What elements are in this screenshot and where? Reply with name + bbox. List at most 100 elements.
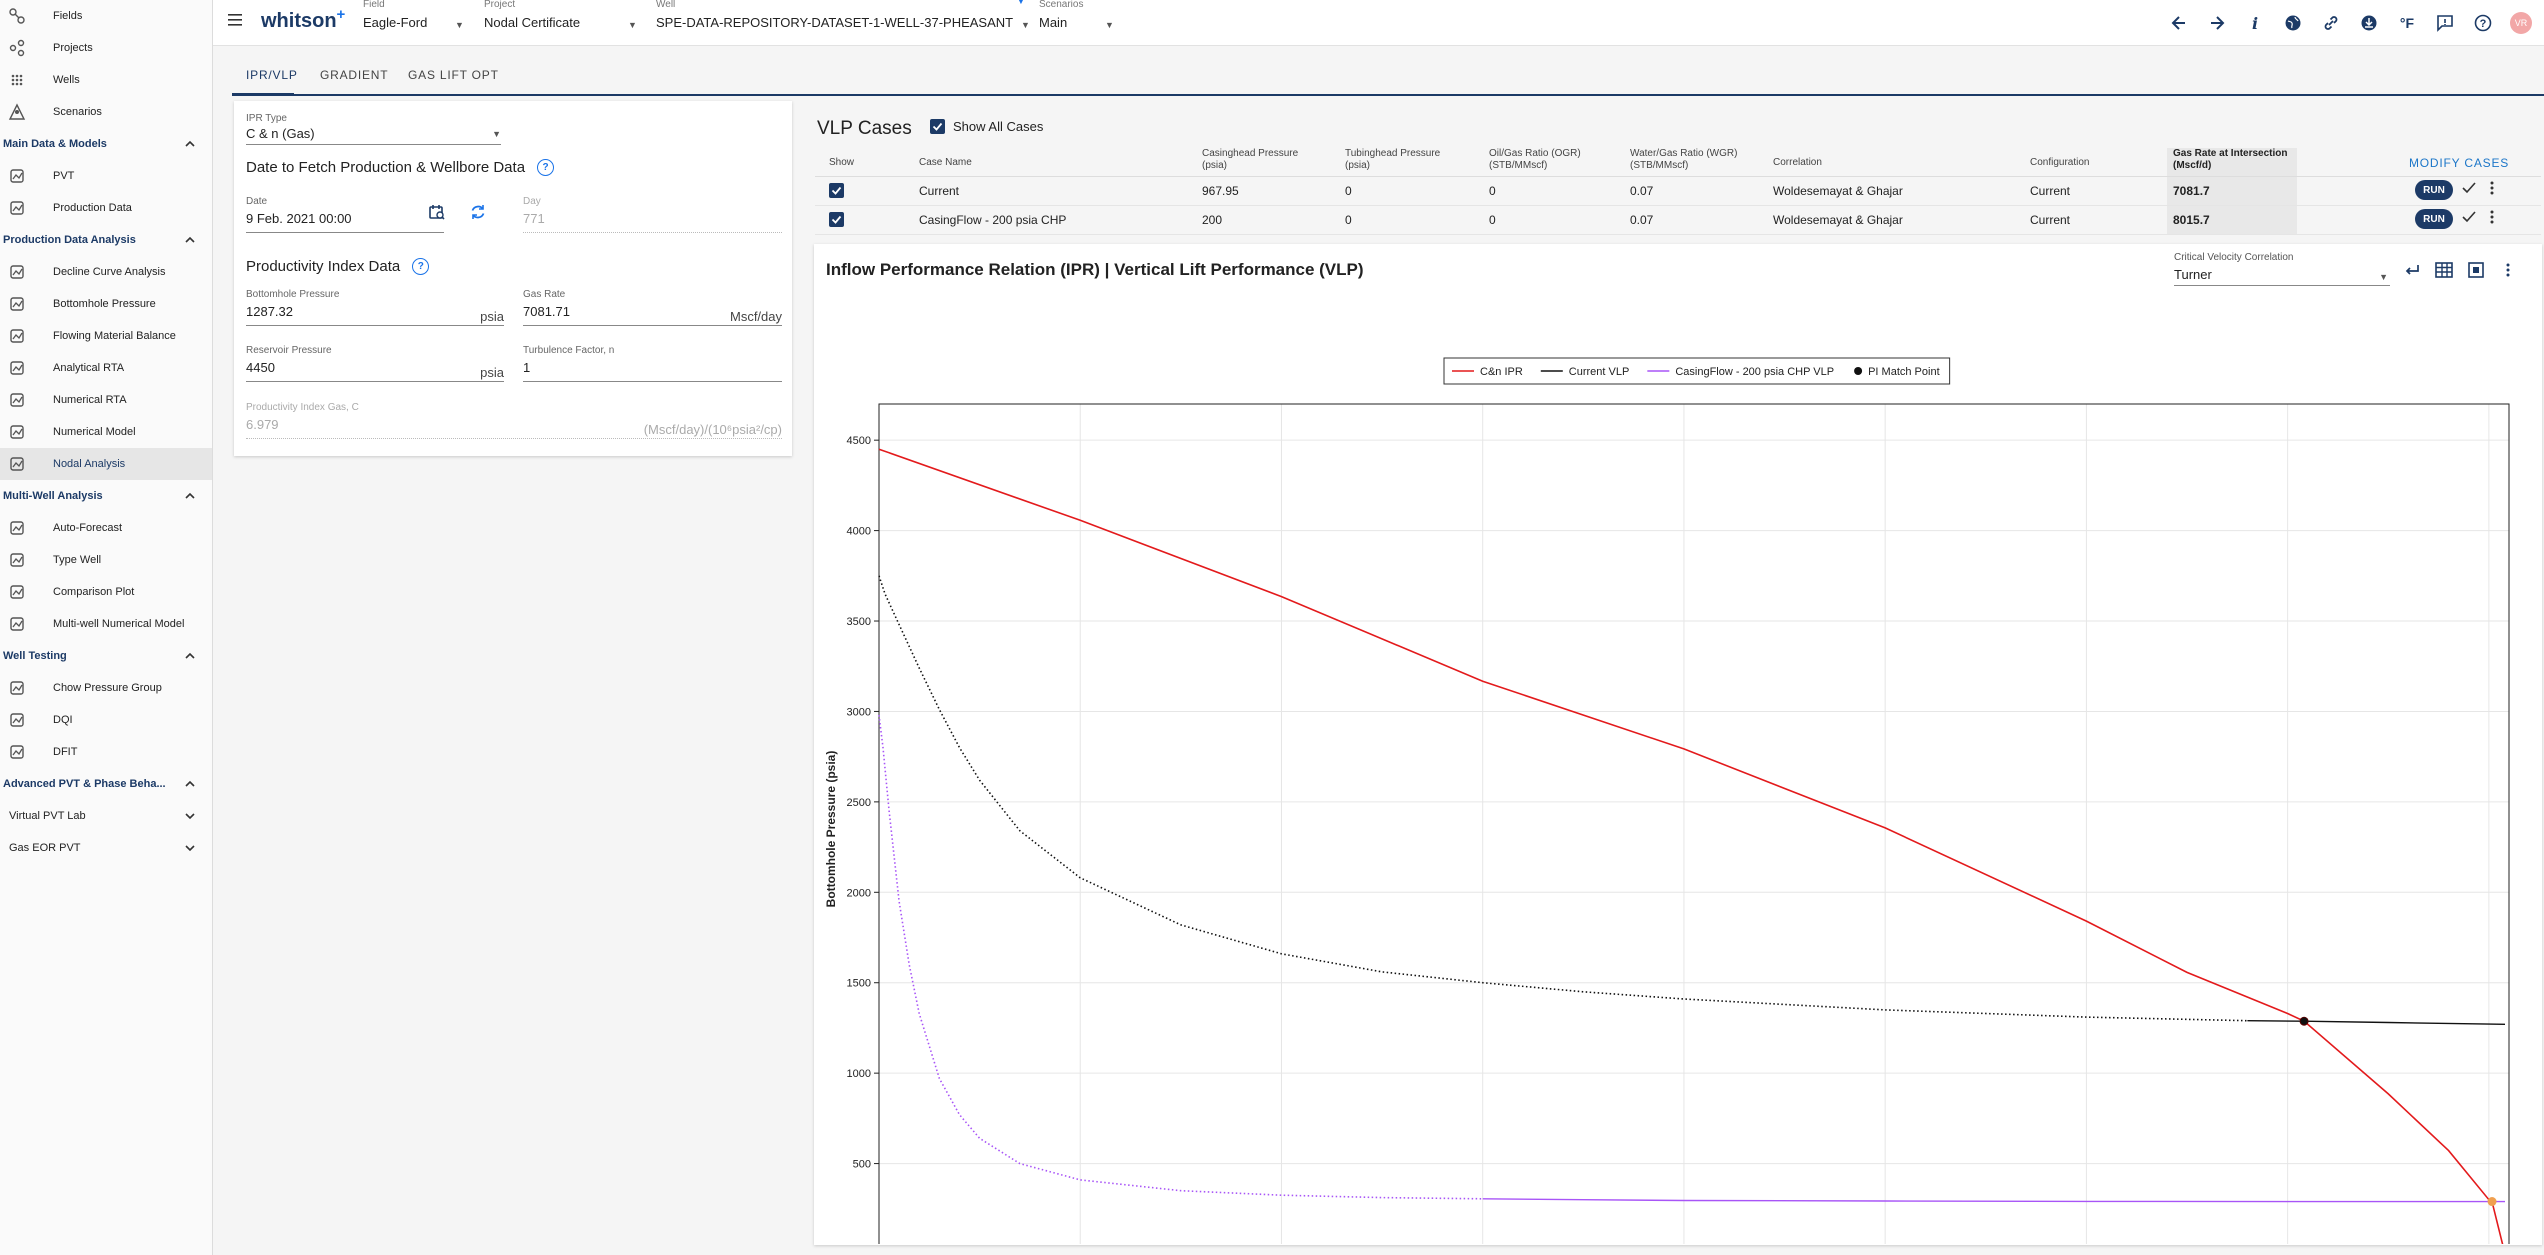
- download-icon[interactable]: [2356, 10, 2382, 36]
- sidebar-section-header[interactable]: Advanced PVT & Phase Beha...: [0, 768, 212, 800]
- sidebar-section-header[interactable]: Multi-Well Analysis: [0, 480, 212, 512]
- sidebar-section-header[interactable]: Well Testing: [0, 640, 212, 672]
- sidebar-item-numerical-rta[interactable]: Numerical RTA: [0, 384, 212, 416]
- pi-match-point[interactable]: [2300, 1017, 2308, 1025]
- series-line-c-n-ipr[interactable]: [878, 448, 2505, 1244]
- decline-icon: [8, 263, 26, 281]
- sidebar-item-pvt[interactable]: PVT: [0, 160, 212, 192]
- return-arrow-icon[interactable]: [2402, 260, 2422, 280]
- arrow-forward-icon[interactable]: [2204, 10, 2230, 36]
- tab-gradient[interactable]: GRADIENT: [320, 68, 389, 82]
- sidebar-item-chow-pressure-group[interactable]: Chow Pressure Group: [0, 672, 212, 704]
- show-case-checkbox[interactable]: [829, 212, 844, 227]
- tab-ipr-vlp[interactable]: IPR/VLP: [246, 68, 298, 82]
- show-case-checkbox[interactable]: [829, 183, 844, 198]
- legend-label[interactable]: CasingFlow - 200 psia CHP VLP: [1675, 366, 1834, 378]
- sidebar-item-bottomhole-pressure[interactable]: Bottomhole Pressure: [0, 288, 212, 320]
- avatar[interactable]: VR: [2508, 10, 2534, 36]
- sidebar-item-nodal-analysis[interactable]: Nodal Analysis: [0, 448, 212, 480]
- sidebar-item-scenarios[interactable]: Scenarios: [0, 96, 212, 128]
- gas-rate-field[interactable]: Gas Rate 7081.71 Mscf/day: [523, 289, 782, 326]
- sidebar-item-production-data[interactable]: Production Data: [0, 192, 212, 224]
- fit-chart-icon[interactable]: [2466, 260, 2486, 280]
- link-icon[interactable]: [2318, 10, 2344, 36]
- sidebar-section-header[interactable]: Virtual PVT Lab: [0, 800, 212, 832]
- sidebar-item-analytical-rta[interactable]: Analytical RTA: [0, 352, 212, 384]
- whitson-logo[interactable]: whitson+: [261, 6, 345, 33]
- sidebar-item-auto-forecast[interactable]: Auto-Forecast: [0, 512, 212, 544]
- tab-gas-lift-opt[interactable]: GAS LIFT OPT: [408, 68, 499, 82]
- arrow-back-icon[interactable]: [2166, 10, 2192, 36]
- intersection-marker[interactable]: [2487, 1197, 2497, 1207]
- reservoir-pressure-unit: psia: [480, 365, 504, 380]
- series-dotted-current-vlp[interactable]: [878, 575, 2248, 1022]
- y-tick-label: 3000: [847, 706, 871, 718]
- help-circle-icon[interactable]: ?: [537, 159, 555, 176]
- check-icon[interactable]: [2461, 209, 2477, 225]
- dfit-icon: [8, 743, 26, 761]
- fahrenheit-icon[interactable]: °F: [2399, 15, 2415, 31]
- modify-cases-button[interactable]: MODIFY CASES: [2409, 156, 2510, 170]
- scenarios-select[interactable]: Scenarios Main ▼: [1039, 0, 1119, 30]
- line-chart-icon: [8, 199, 26, 217]
- series-solid-current-vlp[interactable]: [2247, 1020, 2506, 1025]
- sidebar-item-fields[interactable]: Fields: [0, 0, 212, 32]
- sidebar-section-header[interactable]: Production Data Analysis: [0, 224, 212, 256]
- y-tick-label: 2000: [847, 887, 871, 899]
- run-button[interactable]: RUN: [2415, 180, 2453, 200]
- sidebar-item-dqi[interactable]: DQI: [0, 704, 212, 736]
- reservoir-pressure-field[interactable]: Reservoir Pressure 4450 psia: [246, 345, 504, 382]
- sidebar-item-flowing-material-balance[interactable]: Flowing Material Balance: [0, 320, 212, 352]
- sidebar-section-header[interactable]: Main Data & Models: [0, 128, 212, 160]
- series-dotted-casingflow-200-psia-chp-vlp[interactable]: [878, 715, 1483, 1200]
- field-select[interactable]: Field Eagle-Ford ▼: [363, 0, 473, 30]
- legend-marker: [1854, 367, 1863, 375]
- legend-label[interactable]: PI Match Point: [1868, 366, 1940, 378]
- legend-label[interactable]: Current VLP: [1569, 366, 1630, 378]
- check-icon[interactable]: [2461, 180, 2477, 196]
- refresh-icon[interactable]: [470, 204, 486, 220]
- sidebar-item-dfit[interactable]: DFIT: [0, 736, 212, 768]
- menu-icon[interactable]: [227, 12, 245, 28]
- ipr-type-select[interactable]: IPR Type C & n (Gas) ▼: [246, 113, 501, 145]
- trend-icon: [8, 359, 26, 377]
- sidebar-item-numerical-model[interactable]: Numerical Model: [0, 416, 212, 448]
- project-select[interactable]: Project Nodal Certificate ▼: [484, 0, 644, 30]
- sidebar-item-decline-curve-analysis[interactable]: Decline Curve Analysis: [0, 256, 212, 288]
- show-all-cases-checkbox[interactable]: Show All Cases: [930, 119, 1043, 134]
- sidebar-item-comparison-plot[interactable]: Comparison Plot: [0, 576, 212, 608]
- sidebar-item-wells[interactable]: Wells: [0, 64, 212, 96]
- more-vert-icon[interactable]: [2489, 209, 2495, 225]
- col-case-name: Case Name: [919, 157, 972, 168]
- sidebar-item-label: Type Well: [53, 554, 102, 566]
- bhp-field[interactable]: Bottomhole Pressure 1287.32 psia: [246, 289, 504, 326]
- wgr-cell: 0.07: [1630, 184, 1654, 198]
- more-vert-icon[interactable]: [2489, 180, 2495, 196]
- help-circle-icon[interactable]: ?: [412, 258, 430, 275]
- table-icon[interactable]: [2434, 260, 2454, 280]
- legend-label[interactable]: C&n IPR: [1480, 366, 1523, 378]
- more-vert-icon[interactable]: [2498, 260, 2518, 280]
- turbulence-field[interactable]: Turbulence Factor, n 1: [523, 345, 782, 382]
- critical-velocity-select[interactable]: Critical Velocity Correlation Turner ▼: [2174, 252, 2390, 286]
- nodal-icon: [8, 455, 26, 473]
- sidebar-section-header[interactable]: Gas EOR PVT: [0, 832, 212, 864]
- date-section-title: Date to Fetch Production & Wellbore Data…: [246, 159, 555, 176]
- well-select[interactable]: Well SPE-DATA-REPOSITORY-DATASET-1-WELL-…: [656, 0, 1036, 30]
- date-field[interactable]: Date 9 Feb. 2021 00:00: [246, 196, 444, 233]
- run-button[interactable]: RUN: [2415, 209, 2453, 229]
- info-icon[interactable]: i: [2251, 13, 2259, 33]
- calendar-search-icon[interactable]: [429, 204, 445, 220]
- sidebar-item-projects[interactable]: Projects: [0, 32, 212, 64]
- help-icon[interactable]: ?: [2470, 10, 2496, 36]
- sidebar-item-label: Scenarios: [53, 106, 102, 118]
- sidebar-item-label: Numerical Model: [53, 426, 136, 438]
- ipr-vlp-plot[interactable]: 0100020003000400050006000700080000500100…: [814, 304, 2542, 1244]
- sidebar-item-type-well[interactable]: Type Well: [0, 544, 212, 576]
- sidebar-item-label: Projects: [53, 42, 93, 54]
- turbulence-label: Turbulence Factor, n: [523, 345, 615, 356]
- sidebar-item-multi-well-numerical-model[interactable]: Multi-well Numerical Model: [0, 608, 212, 640]
- feedback-icon[interactable]: [2432, 10, 2458, 36]
- filter-icon[interactable]: ▼: [1016, 0, 1026, 7]
- globe-icon[interactable]: [2280, 10, 2306, 36]
